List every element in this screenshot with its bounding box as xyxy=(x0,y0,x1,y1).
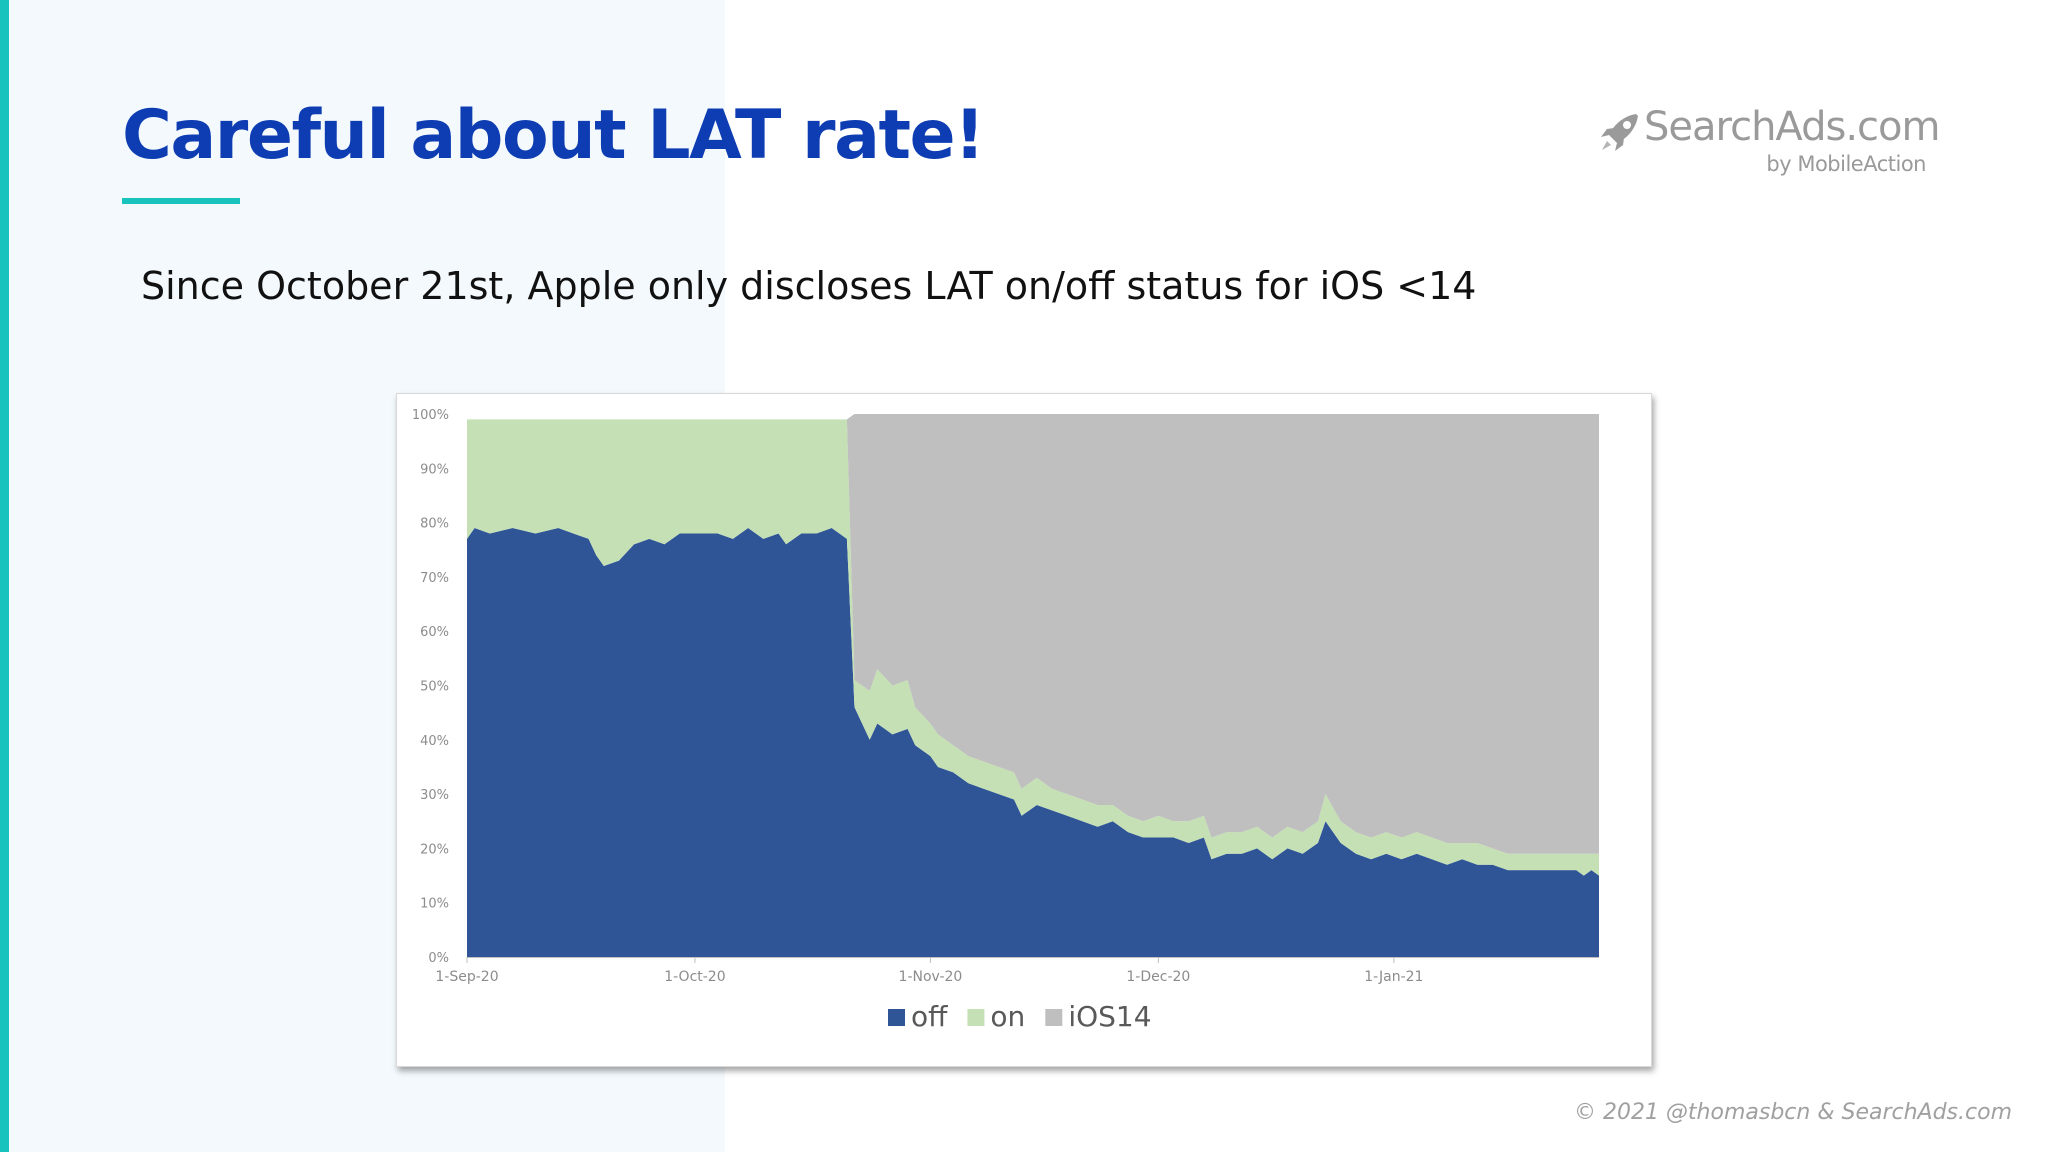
y-tick-label: 30% xyxy=(420,788,449,803)
legend-swatch-ios14 xyxy=(1045,1009,1063,1026)
y-tick-label: 90% xyxy=(420,462,449,477)
legend-label-ios14: iOS14 xyxy=(1068,1000,1151,1033)
logo-wordmark: SearchAds.com xyxy=(1644,104,1940,150)
y-tick-label: 10% xyxy=(420,897,449,912)
legend-swatch-on xyxy=(967,1009,985,1026)
legend-label-on: on xyxy=(990,1000,1025,1033)
x-tick-label: 1-Sep-20 xyxy=(435,969,498,985)
x-tick-label: 1-Dec-20 xyxy=(1126,969,1190,985)
rocket-icon xyxy=(1601,114,1638,151)
y-tick-label: 80% xyxy=(420,517,449,532)
y-tick-label: 100% xyxy=(412,408,449,423)
y-tick-label: 70% xyxy=(420,571,449,586)
area-series-on xyxy=(467,419,1599,876)
slide-title: Careful about LAT rate! xyxy=(122,96,985,175)
legend-swatch-off xyxy=(888,1009,905,1026)
chart-legend: off on iOS14 xyxy=(888,1000,1152,1033)
x-tick-label: 1-Oct-20 xyxy=(664,969,725,985)
lat-chart: 0% 10% 20% 30% 40% 50% 60% 70% 80% 90% 100% 1-Sep-… xyxy=(396,393,1652,1067)
chart-areas xyxy=(467,414,1599,957)
logo-byline: by MobileAction xyxy=(1766,152,1926,176)
x-tick-label: 1-Jan-21 xyxy=(1364,969,1423,985)
y-tick-label: 50% xyxy=(420,680,449,695)
y-tick-label: 40% xyxy=(420,734,449,749)
x-axis-ticks: 1-Sep-20 1-Oct-20 1-Nov-20 1-Dec-20 1-Jan-21 xyxy=(435,957,1423,985)
y-tick-label: 60% xyxy=(420,625,449,640)
left-accent-bar xyxy=(0,0,9,1152)
area-series-ios14 xyxy=(467,414,1599,854)
y-tick-label: 20% xyxy=(420,842,449,857)
area-series-off xyxy=(467,528,1599,957)
y-axis-ticks: 0% 10% 20% 30% 40% 50% 60% 70% 80% 90% 100% xyxy=(412,408,449,966)
title-underline xyxy=(122,198,240,204)
y-tick-label: 0% xyxy=(428,951,449,966)
searchads-logo: SearchAds.com by MobileAction xyxy=(1598,104,1940,184)
copyright-footer: © 2021 @thomasbcn & SearchAds.com xyxy=(1573,1100,2012,1125)
slide-subtitle: Since October 21st, Apple only discloses… xyxy=(141,264,1477,308)
legend-label-off: off xyxy=(911,1000,948,1033)
lat-chart-svg: 0% 10% 20% 30% 40% 50% 60% 70% 80% 90% 100% 1-Sep-… xyxy=(412,408,1599,1033)
x-tick-label: 1-Nov-20 xyxy=(899,969,963,985)
